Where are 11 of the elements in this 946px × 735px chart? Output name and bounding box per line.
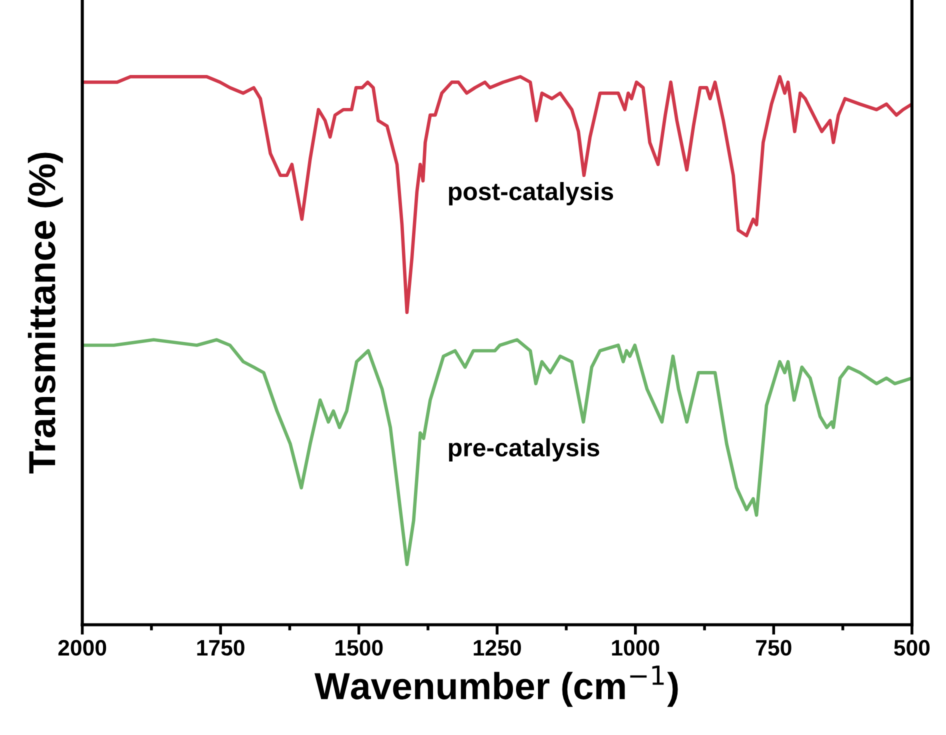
y-axis-title: Transmittance (%) — [28, 152, 63, 474]
x-tick-label: 1000 — [612, 640, 660, 656]
x-tick-label: 750 — [756, 640, 792, 656]
x-tick-label: 1250 — [474, 640, 521, 656]
x-tick-label: 2000 — [58, 640, 106, 656]
x-tick-label: 1750 — [197, 640, 244, 656]
series-label: pre-catalysis — [448, 438, 600, 462]
x-tick-label: 500 — [894, 640, 930, 656]
series-label: post-catalysis — [448, 182, 614, 206]
x-tick-label: 1500 — [336, 640, 383, 656]
x-axis-title: Wavenumber (cm$^{−1}$) — [314, 666, 678, 707]
